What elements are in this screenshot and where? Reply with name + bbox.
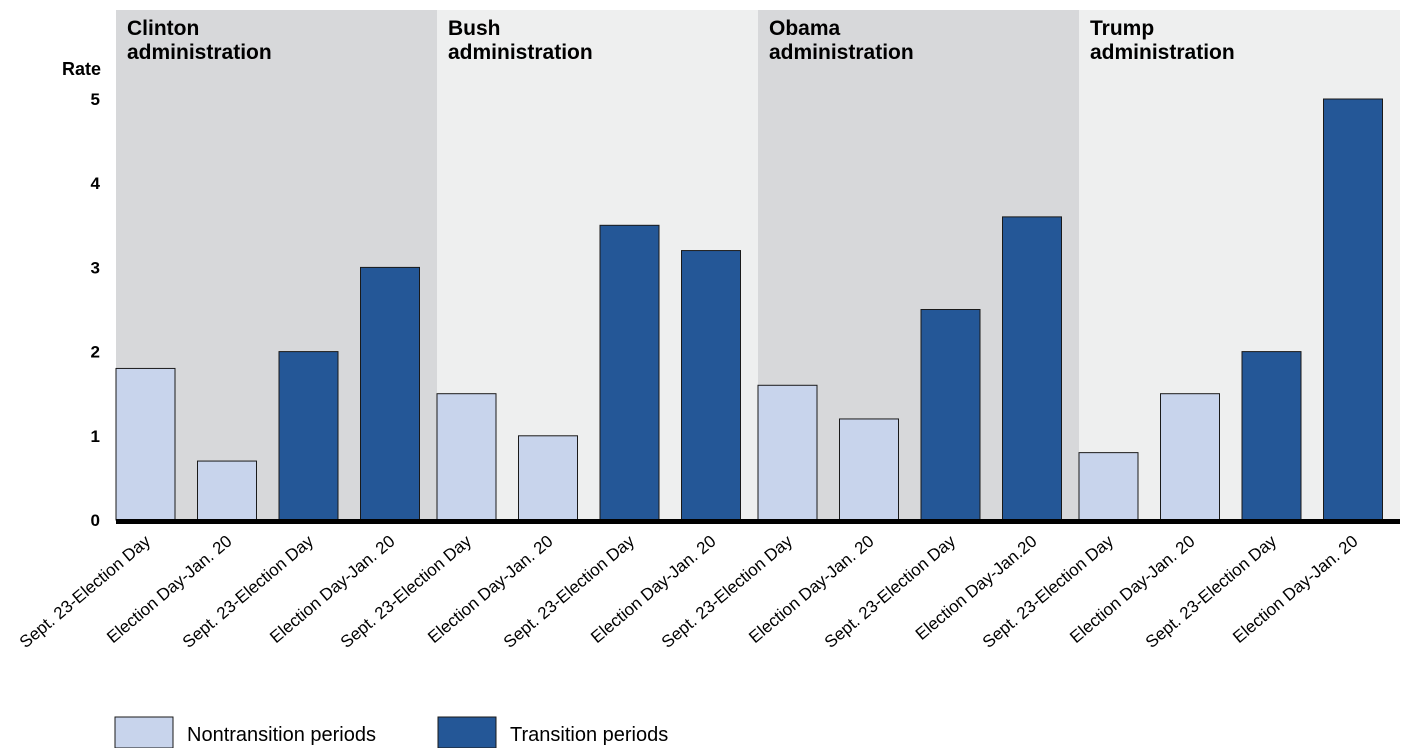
category-label: Sept. 23-Election Day	[500, 531, 639, 652]
bar	[920, 309, 981, 521]
y-tick-label: 5	[91, 90, 100, 109]
category-label: Sept. 23-Election Day	[821, 531, 960, 652]
administration-label: Trump administration	[1090, 17, 1235, 64]
category-label: Sept. 23-Election Day	[979, 531, 1118, 652]
bar	[1323, 98, 1383, 521]
bar	[197, 460, 257, 521]
bar	[1241, 351, 1302, 521]
category-label: Sept. 23-Election Day	[179, 531, 318, 652]
legend-swatch	[114, 716, 174, 748]
bar	[436, 393, 497, 521]
y-axis-title: Rate	[62, 59, 101, 79]
category-label: Sept. 23-Election Day	[16, 531, 155, 652]
legend-swatch	[437, 716, 497, 748]
x-axis-baseline	[116, 519, 1400, 524]
axes: 0 1 2 3 4 5 Rate	[62, 59, 1400, 530]
bar	[757, 384, 818, 521]
bar	[278, 351, 339, 521]
bar	[1078, 452, 1139, 521]
y-tick-label: 0	[91, 511, 100, 530]
legend-label: Transition periods	[510, 724, 668, 746]
bar	[115, 367, 176, 521]
bar	[518, 435, 578, 521]
bar	[1160, 393, 1220, 521]
bar	[1002, 216, 1062, 521]
administration-label: Clinton administration	[127, 17, 272, 64]
administration-label: Obama administration	[769, 17, 914, 64]
bar	[599, 224, 660, 521]
bar	[839, 418, 899, 521]
y-tick-label: 4	[91, 174, 101, 193]
category-label: Sept. 23-Election Day	[658, 531, 797, 652]
category-label: Sept. 23-Election Day	[337, 531, 476, 652]
bar	[360, 266, 420, 521]
legend: Nontransition periods Transition periods	[114, 716, 668, 748]
y-tick-label: 3	[91, 258, 100, 277]
y-tick-label: 1	[91, 427, 100, 446]
bar	[681, 250, 741, 521]
y-tick-label: 2	[91, 343, 100, 362]
legend-label: Nontransition periods	[187, 724, 376, 746]
administration-labels: Clinton administration Bush administration O…	[127, 17, 1235, 64]
administration-label: Bush administration	[448, 17, 593, 64]
category-label: Sept. 23-Election Day	[1142, 531, 1281, 652]
bars	[115, 98, 1383, 521]
